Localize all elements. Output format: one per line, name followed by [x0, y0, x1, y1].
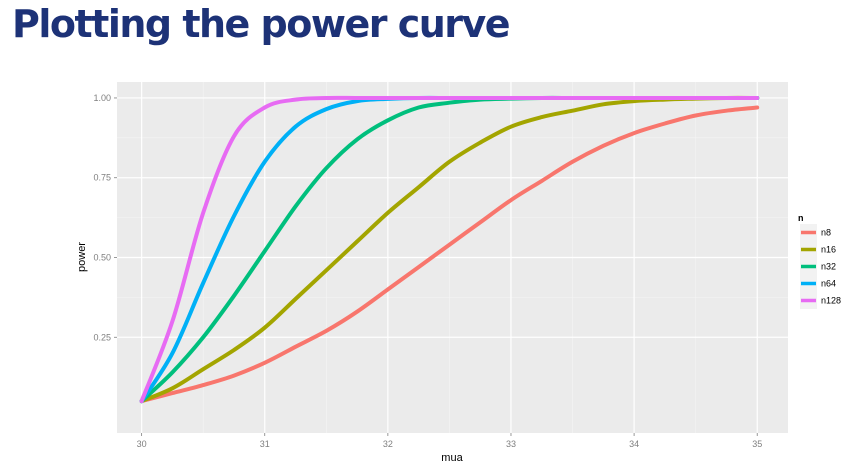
x-axis: 30 31 32 33 34 35	[137, 433, 762, 449]
legend-label-n32: n32	[821, 262, 836, 272]
legend-label-n16: n16	[821, 245, 836, 255]
grid-minor	[117, 82, 788, 433]
x-tick-label: 31	[260, 439, 270, 449]
legend-label-n64: n64	[821, 279, 836, 289]
y-axis-title: power	[76, 242, 88, 272]
y-tick-label: 1.00	[93, 93, 111, 103]
x-tick-label: 32	[383, 439, 393, 449]
legend-label-n8: n8	[821, 228, 831, 238]
legend-title: n	[798, 213, 804, 223]
x-tick-label: 34	[629, 439, 639, 449]
y-tick-label: 0.75	[93, 173, 111, 183]
y-axis: 0.25 0.50 0.75 1.00	[93, 93, 117, 342]
x-tick-label: 35	[752, 439, 762, 449]
series-lines	[139, 95, 760, 404]
y-tick-label: 0.25	[93, 332, 111, 342]
x-tick-label: 33	[506, 439, 516, 449]
legend-label-n128: n128	[821, 296, 841, 306]
series-line-n128	[139, 95, 760, 404]
grid-major	[117, 82, 788, 433]
x-axis-title: mua	[441, 452, 463, 464]
legend: n n8 n16 n32 n64 n128	[798, 213, 841, 309]
y-tick-label: 0.50	[93, 253, 111, 263]
series-line-n8	[139, 105, 760, 404]
slide-title: Plotting the power curve	[12, 2, 511, 46]
x-tick-label: 30	[137, 439, 147, 449]
